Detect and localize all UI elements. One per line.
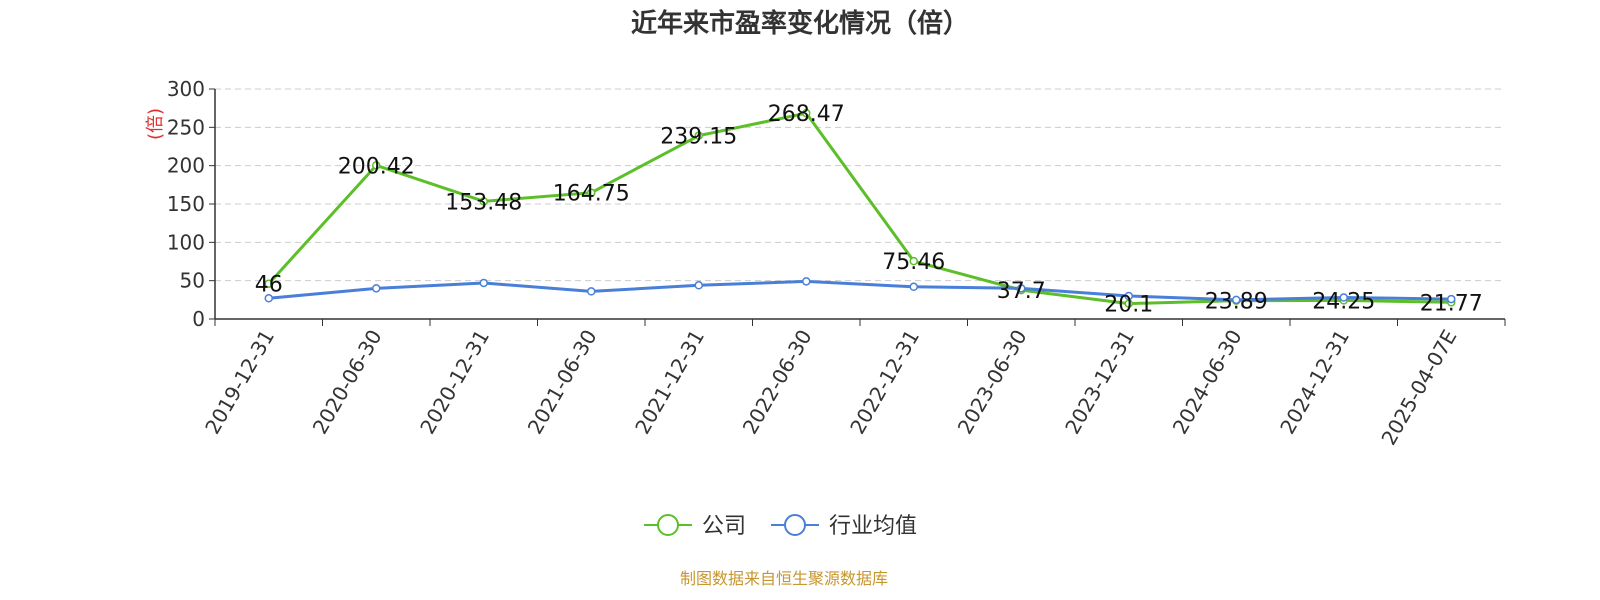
x-tick-label: 2020-12-31 (415, 326, 494, 439)
data-label: 23.89 (1205, 290, 1268, 315)
data-label: 75.46 (882, 250, 945, 275)
data-label: 239.15 (660, 125, 737, 150)
data-labels: 46 200.42 153.48 164.75 239.15 268.47 75.46 37.… (255, 102, 1483, 317)
x-tick-label: 2021-12-31 (630, 326, 709, 439)
data-label: 24.25 (1312, 289, 1375, 314)
data-point (802, 277, 811, 286)
data-point (372, 284, 381, 293)
legend-marker (784, 514, 806, 536)
grid (215, 88, 1505, 282)
x-tick-label: 2023-12-31 (1060, 326, 1139, 439)
data-point (1017, 284, 1026, 293)
y-axis-label: (倍) (145, 108, 166, 140)
legend-item-1[interactable]: 行业均值 (771, 514, 917, 539)
legend-label: 公司 (702, 514, 746, 539)
legend-marker (657, 514, 679, 536)
data-label: 20.1 (1104, 293, 1153, 318)
data-point (479, 278, 488, 288)
data-point (479, 197, 488, 206)
data-point (264, 294, 273, 303)
legend-item-0[interactable]: 公司 (644, 514, 746, 539)
data-point (1447, 294, 1456, 304)
x-tick-label: 2022-12-31 (845, 326, 924, 439)
x-tick-label: 2021-06-30 (523, 326, 602, 439)
data-point (587, 287, 596, 296)
data-label: 21.77 (1420, 291, 1483, 316)
data-label: 46 (255, 273, 283, 298)
x-tick-label: 2025-04-07E (1376, 326, 1461, 450)
data-point (264, 279, 273, 288)
y-tick-label: 250 (167, 115, 205, 139)
x-tick-label: 2023-06-30 (953, 326, 1032, 439)
data-point (1232, 295, 1241, 305)
data-point (694, 281, 703, 290)
data-label: 268.47 (768, 102, 845, 127)
legend[interactable]: 公司 行业均值 (644, 514, 917, 539)
x-tick-label: 2024-06-30 (1168, 326, 1247, 439)
data-point (909, 256, 918, 266)
y-tick-label: 150 (167, 192, 205, 216)
x-tick-label: 2019-12-31 (200, 326, 279, 439)
data-label: 37.7 (997, 279, 1046, 304)
data-label: 153.48 (445, 190, 522, 215)
data-point (587, 188, 596, 197)
data-label: 164.75 (553, 182, 630, 207)
y-tick-label: 0 (192, 307, 205, 331)
data-point (802, 108, 811, 118)
chart-title: 近年来市盈率变化情况（倍） (631, 8, 969, 39)
axes: 0 50 100 150 200 250 300 2019-12-31 2020-06-30 20… (167, 77, 1506, 450)
data-point (1339, 293, 1348, 302)
source-note: 制图数据来自恒生聚源数据库 (680, 569, 888, 588)
y-tick-label: 300 (167, 77, 205, 101)
series-line-1 (268, 279, 1452, 302)
y-tick-label: 50 (180, 269, 205, 293)
series (264, 108, 1456, 308)
legend-label: 行业均值 (829, 514, 917, 539)
data-point (1124, 291, 1133, 301)
data-point (909, 282, 918, 292)
data-label: 200.42 (338, 154, 415, 179)
x-tick-label: 2020-06-30 (308, 326, 387, 439)
data-point (694, 131, 703, 140)
x-tick-label: 2022-06-30 (738, 326, 817, 439)
x-tick-label: 2024-12-31 (1275, 326, 1354, 439)
data-point (372, 161, 381, 170)
y-tick-label: 100 (167, 230, 205, 254)
y-tick-label: 200 (167, 154, 205, 178)
